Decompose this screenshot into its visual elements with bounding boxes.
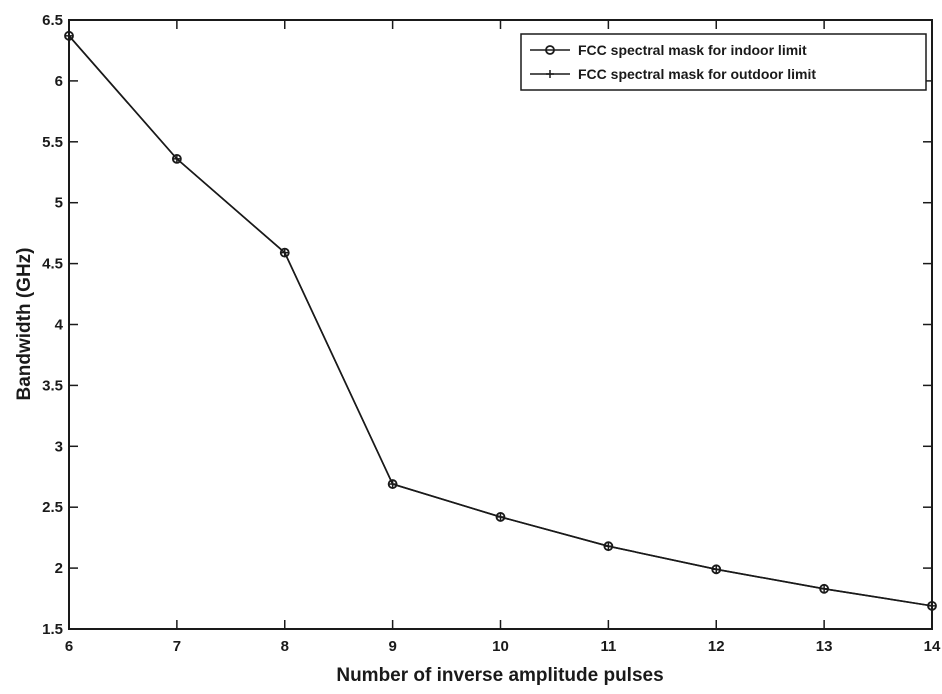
- data-point: [928, 601, 936, 610]
- data-point: [604, 542, 613, 551]
- series-indoor: [64, 30, 937, 611]
- y-axis-title: Bandwidth (GHz): [14, 247, 35, 400]
- y-tick-label: 6.5: [42, 12, 63, 29]
- series-outdoor: [65, 31, 936, 610]
- x-tick-label: 7: [173, 638, 181, 655]
- y-tick-label: 4.5: [42, 256, 63, 273]
- legend-box: [520, 33, 927, 91]
- legend: FCC spectral mask for indoor limit FCC sp…: [520, 33, 927, 91]
- y-tick-label: 1.5: [42, 621, 63, 638]
- x-axis-title: Number of inverse amplitude pulses: [336, 665, 663, 686]
- x-tick-label: 10: [492, 638, 509, 655]
- x-tick-label: 6: [65, 638, 73, 655]
- plot-frame: [68, 19, 933, 630]
- data-point: [496, 512, 505, 521]
- y-tick-label: 2: [55, 560, 63, 577]
- legend-item: FCC spectral mask for outdoor limit: [530, 66, 816, 82]
- legend-items: FCC spectral mask for indoor limit FCC sp…: [530, 42, 816, 82]
- legend-marker: [546, 70, 554, 78]
- legend-label: FCC spectral mask for outdoor limit: [578, 66, 816, 82]
- legend-marker: [545, 45, 555, 55]
- x-tick-label: 9: [388, 638, 396, 655]
- series-layer: [64, 30, 937, 611]
- x-tick-label: 8: [281, 638, 289, 655]
- data-point: [65, 31, 73, 40]
- y-tick-label: 4: [55, 317, 64, 334]
- ticks-layer: 6 7 8 9 10 11 12 13 14 1.5 2 2.5 3 3.5 4 4.5 5 5.5 6 6.5: [42, 12, 941, 655]
- y-tick-label: 5: [55, 195, 63, 212]
- data-point: [280, 248, 289, 257]
- legend-label: FCC spectral mask for indoor limit: [578, 42, 807, 58]
- y-tick-label: 6: [55, 73, 63, 90]
- y-tick-label: 5.5: [42, 134, 63, 151]
- x-tick-label: 13: [816, 638, 833, 655]
- data-point: [172, 154, 181, 163]
- x-tick-label: 12: [708, 638, 725, 655]
- x-tick-label: 11: [600, 638, 616, 655]
- data-point: [712, 565, 721, 574]
- x-tick-label: 14: [924, 638, 941, 655]
- y-tick-label: 2.5: [42, 499, 63, 516]
- legend-item: FCC spectral mask for indoor limit: [530, 42, 807, 58]
- y-tick-label: 3: [55, 438, 63, 455]
- y-tick-label: 3.5: [42, 377, 63, 394]
- data-point: [820, 584, 829, 593]
- data-point: [388, 480, 397, 489]
